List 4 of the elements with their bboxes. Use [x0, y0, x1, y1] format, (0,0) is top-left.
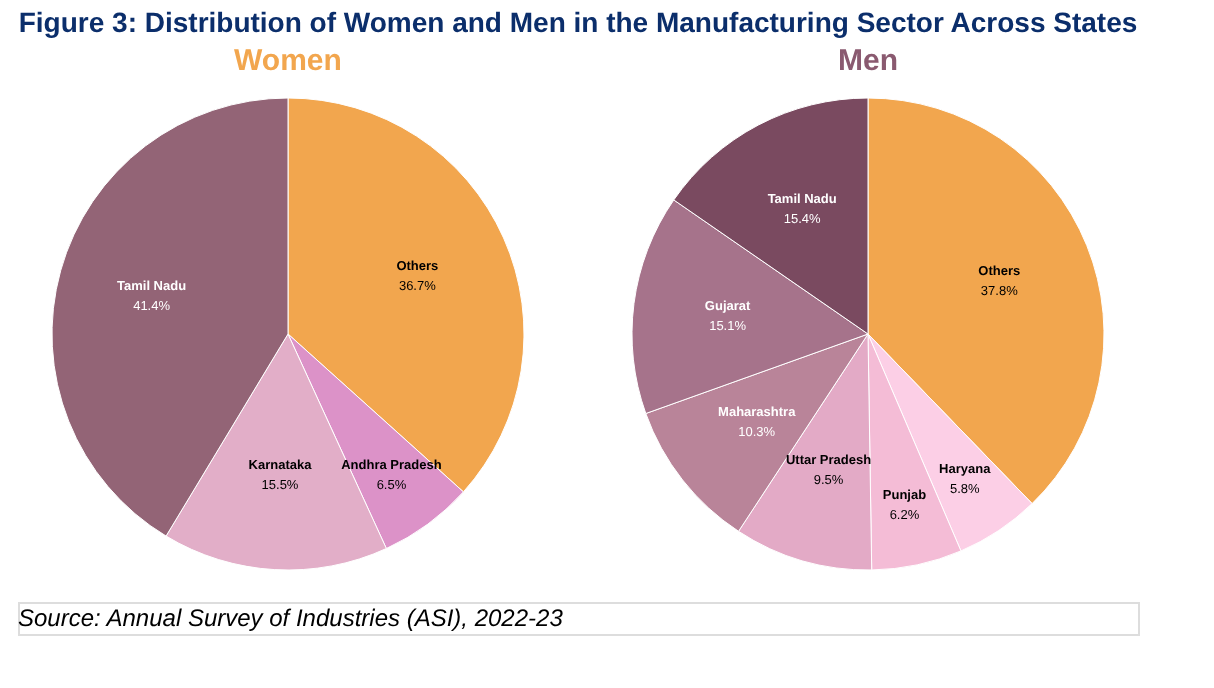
chart-title: Women — [234, 44, 342, 78]
chart-title: Men — [838, 44, 898, 78]
text: Figure 3: Distribution of Women and Men in the Manufacturing Sector Across States — [18, 6, 1138, 38]
source-note: Source: Annual Survey of Industries (ASI), 2022-23 — [18, 604, 564, 632]
